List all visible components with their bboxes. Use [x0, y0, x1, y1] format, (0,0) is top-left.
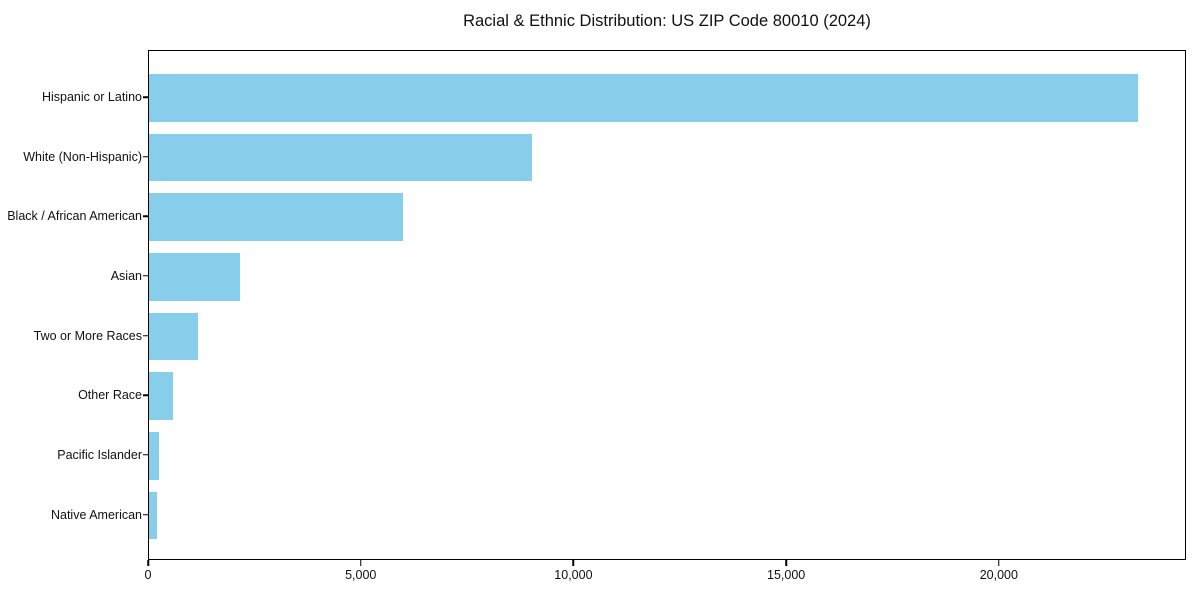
bar [149, 312, 198, 361]
y-tick-mark [143, 275, 148, 277]
x-tick-mark [572, 560, 575, 566]
y-tick-label: Pacific Islander [57, 447, 142, 462]
chart-title: Racial & Ethnic Distribution: US ZIP Cod… [463, 12, 871, 30]
y-tick-label: Native American [50, 507, 142, 522]
y-tick-mark [143, 513, 148, 516]
x-tick-mark [998, 560, 1000, 566]
bar [149, 253, 241, 301]
x-tick-label: 0 [144, 568, 152, 582]
y-tick-mark [143, 454, 148, 456]
y-tick-label: Two or More Races [33, 328, 142, 343]
x-tick-mark [359, 560, 362, 566]
bar [149, 372, 173, 421]
x-tick-label: 15,000 [766, 568, 806, 582]
x-tick-label: 10,000 [554, 568, 593, 582]
bar [149, 491, 158, 540]
x-tick-mark [785, 560, 787, 566]
bar [149, 133, 532, 182]
y-tick-mark [143, 96, 148, 98]
y-tick-mark [143, 334, 148, 337]
y-tick-label: Black / African American [7, 209, 142, 224]
bar [149, 74, 1139, 122]
y-tick-mark [143, 394, 148, 397]
y-tick-label: Other Race [78, 388, 142, 403]
x-tick-label: 20,000 [979, 568, 1018, 582]
bar [149, 193, 403, 242]
y-tick-label: Asian [110, 268, 142, 283]
x-tick-label: 5,000 [345, 568, 377, 582]
y-tick-label: Hispanic or Latino [41, 90, 142, 104]
x-tick-mark [147, 560, 149, 566]
plot-area [148, 50, 1186, 560]
y-tick-mark [143, 215, 148, 218]
y-tick-label: White (Non-Hispanic) [23, 149, 142, 164]
y-tick-mark [143, 155, 148, 158]
bar [149, 432, 160, 480]
